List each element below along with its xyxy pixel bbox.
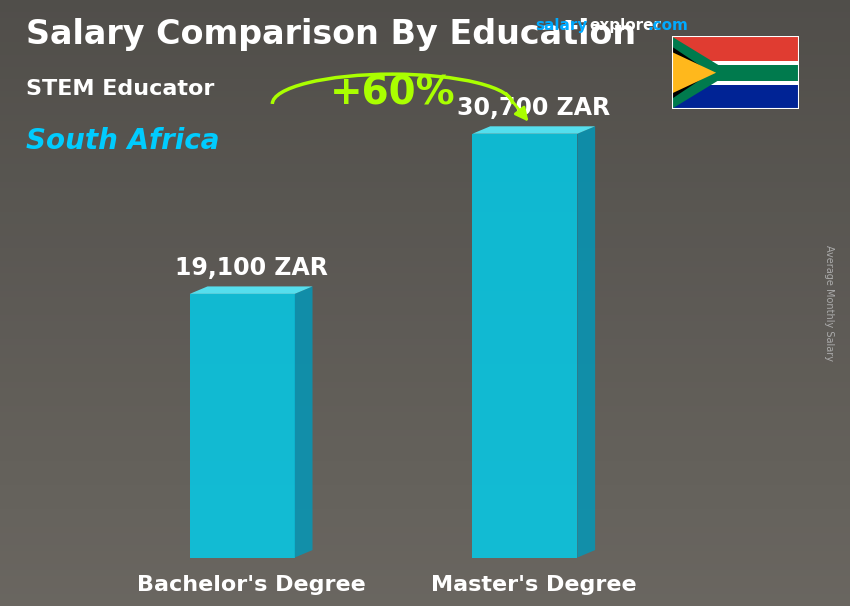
Text: +60%: +60% (330, 74, 456, 112)
Polygon shape (295, 287, 313, 558)
Polygon shape (672, 36, 731, 109)
Polygon shape (473, 134, 577, 558)
Text: Bachelor's Degree: Bachelor's Degree (137, 575, 366, 595)
Polygon shape (672, 36, 799, 61)
Text: Average Monthly Salary: Average Monthly Salary (824, 245, 834, 361)
Polygon shape (672, 47, 711, 99)
Polygon shape (473, 126, 595, 134)
Text: .com: .com (648, 18, 689, 33)
Polygon shape (672, 61, 799, 85)
Text: Master's Degree: Master's Degree (431, 575, 637, 595)
Text: salary: salary (536, 18, 588, 33)
Text: Salary Comparison By Education: Salary Comparison By Education (26, 18, 636, 51)
Text: South Africa: South Africa (26, 127, 219, 155)
Polygon shape (190, 294, 295, 558)
Polygon shape (577, 126, 595, 558)
Text: 30,700 ZAR: 30,700 ZAR (457, 96, 610, 121)
Text: explorer: explorer (589, 18, 661, 33)
Text: STEM Educator: STEM Educator (26, 79, 214, 99)
Polygon shape (672, 36, 799, 109)
Polygon shape (672, 52, 716, 94)
Polygon shape (190, 287, 313, 294)
Polygon shape (672, 85, 799, 109)
Text: 19,100 ZAR: 19,100 ZAR (175, 256, 327, 281)
Polygon shape (672, 64, 799, 81)
